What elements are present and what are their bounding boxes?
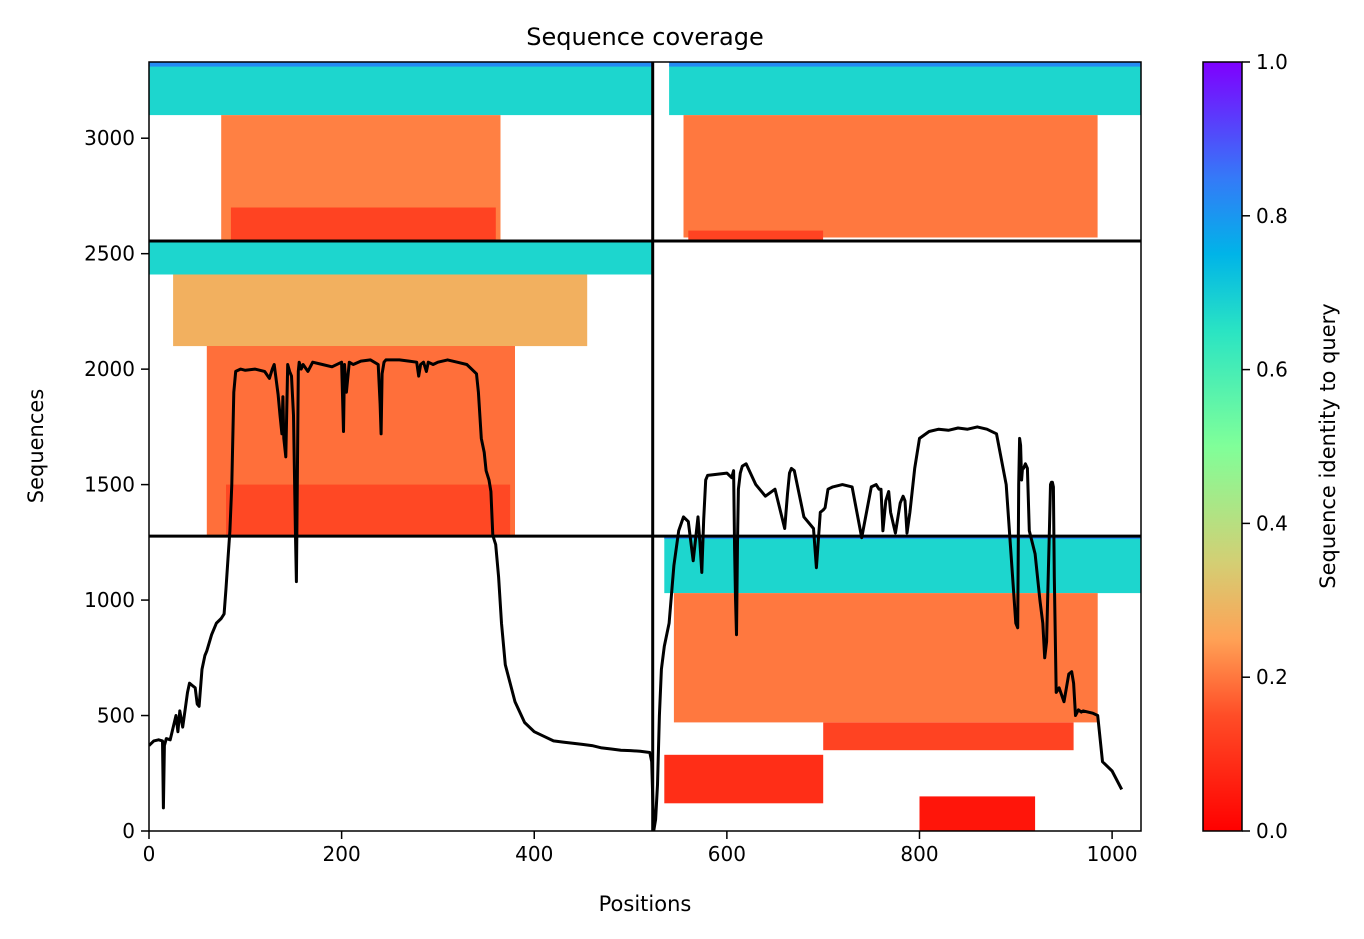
x-tick-label: 200 bbox=[323, 842, 361, 866]
coverage-band bbox=[149, 64, 653, 116]
coverage-band bbox=[683, 115, 1098, 238]
y-axis: 0 500 1000 1500 2000 2500 3000 bbox=[84, 126, 149, 843]
block-dividers bbox=[149, 62, 1141, 831]
chart-title: Sequence coverage bbox=[526, 23, 763, 51]
coverage-band bbox=[173, 274, 588, 347]
colorbar-tick-label: 0.6 bbox=[1256, 358, 1288, 382]
coverage-band bbox=[664, 754, 824, 804]
colorbar-tick-label: 1.0 bbox=[1256, 50, 1288, 74]
coverage-band bbox=[919, 796, 1036, 831]
y-tick-label: 500 bbox=[97, 704, 135, 728]
coverage-band bbox=[823, 722, 1074, 751]
coverage-band bbox=[230, 207, 496, 240]
y-tick-label: 2000 bbox=[84, 357, 135, 381]
coverage-bands bbox=[149, 62, 1141, 831]
colorbar-label: Sequence identity to query bbox=[1316, 303, 1340, 588]
y-tick-label: 2500 bbox=[84, 242, 135, 266]
x-tick-label: 800 bbox=[900, 842, 938, 866]
x-axis-label: Positions bbox=[599, 892, 692, 916]
plot-area bbox=[149, 62, 1141, 831]
x-tick-label: 0 bbox=[143, 842, 156, 866]
y-axis-label: Sequences bbox=[24, 389, 48, 504]
x-axis: 0 200 400 600 800 1000 bbox=[143, 831, 1138, 866]
y-tick-label: 1500 bbox=[84, 473, 135, 497]
y-tick-label: 0 bbox=[122, 819, 135, 843]
x-tick-label: 600 bbox=[708, 842, 746, 866]
x-tick-label: 1000 bbox=[1087, 842, 1138, 866]
y-tick-label: 3000 bbox=[84, 126, 135, 150]
coverage-band bbox=[226, 484, 511, 536]
colorbar-ticks: 0.0 0.2 0.4 0.6 0.8 1.0 bbox=[1242, 50, 1288, 843]
colorbar-tick-label: 0.4 bbox=[1256, 511, 1288, 535]
coverage-band bbox=[664, 536, 1141, 594]
coverage-band bbox=[669, 64, 1141, 116]
coverage-band bbox=[149, 62, 653, 67]
x-tick-label: 400 bbox=[515, 842, 553, 866]
coverage-band bbox=[149, 241, 653, 275]
coverage-band bbox=[673, 593, 1098, 723]
y-tick-label: 1000 bbox=[84, 588, 135, 612]
coverage-line bbox=[149, 358, 1124, 831]
colorbar: 0.0 0.2 0.4 0.6 0.8 1.0 Sequence identity to … bbox=[1202, 50, 1340, 843]
coverage-band bbox=[669, 62, 1141, 67]
coverage-band bbox=[688, 230, 824, 240]
colorbar-tick-label: 0.8 bbox=[1256, 204, 1288, 228]
colorbar-gradient bbox=[1202, 61, 1243, 832]
colorbar-tick-label: 0.0 bbox=[1256, 819, 1288, 843]
plot-frame bbox=[148, 61, 1142, 832]
colorbar-tick-label: 0.2 bbox=[1256, 665, 1288, 689]
